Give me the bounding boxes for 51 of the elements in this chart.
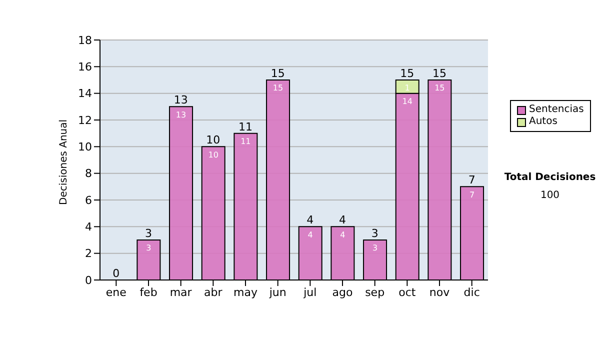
total-label: 15 [432, 67, 446, 80]
text: 100 [539, 190, 561, 201]
legend-label: Autos [529, 116, 558, 128]
total-label: 0 [112, 267, 120, 280]
total-label: 13 [174, 94, 188, 107]
data-label: 14 [402, 97, 412, 106]
y-axis-title: Decisiones Anual [58, 119, 70, 205]
total-label: 3 [145, 227, 152, 240]
data-label: 4 [308, 230, 313, 240]
y-tick-label: 0 [85, 274, 92, 287]
y-tick-label: 4 [85, 220, 92, 234]
data-label: 7 [469, 190, 475, 200]
x-tick-label: feb [140, 286, 158, 299]
data-label: 15 [434, 84, 445, 93]
x-tick-label: oct [398, 286, 416, 299]
total-label: 10 [206, 134, 220, 147]
y-tick-label: 18 [78, 34, 92, 47]
y-tick-label: 12 [78, 114, 92, 127]
x-tick-label: jul [302, 286, 317, 299]
y-tick-label: 16 [78, 60, 92, 74]
total-label: 4 [339, 214, 346, 227]
x-tick-label: mar [170, 286, 192, 299]
legend-label: Sentencias [529, 104, 584, 116]
y-tick-label: 8 [85, 167, 92, 180]
x-tick-label: ago [332, 286, 353, 299]
data-label: 11 [240, 137, 251, 146]
x-tick-label: jun [268, 286, 286, 299]
data-label: 13 [176, 110, 186, 120]
y-tick-label: 2 [85, 247, 92, 260]
total-label: 4 [306, 214, 314, 227]
data-label: 4 [340, 230, 346, 240]
y-tick-label: 6 [85, 194, 92, 207]
data-label: 15 [272, 84, 284, 93]
text: Total Decisiones [503, 172, 597, 183]
x-tick-label: ene [106, 286, 127, 299]
x-tick-label: may [234, 286, 258, 299]
total-label: 15 [270, 67, 285, 80]
data-label: 3 [146, 244, 152, 253]
data-label: 3 [372, 244, 378, 253]
y-tick-label: 14 [78, 87, 92, 100]
x-tick-label: dic [464, 286, 480, 299]
x-tick-label: abr [204, 286, 223, 299]
total-label: 11 [238, 120, 252, 134]
y-tick-label: 10 [78, 140, 92, 154]
data-label: 10 [208, 150, 218, 160]
data-label: 1 [404, 84, 410, 93]
total-label: 15 [400, 67, 414, 80]
total-label: 3 [371, 227, 378, 240]
x-tick-label: nov [429, 286, 450, 299]
x-tick-label: sep [365, 286, 385, 299]
total-label: 7 [468, 174, 476, 187]
